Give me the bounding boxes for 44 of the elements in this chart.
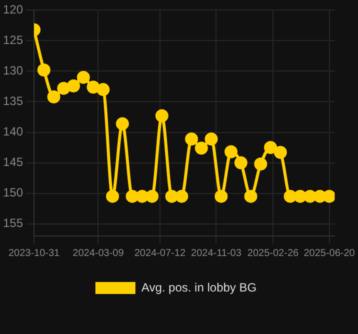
legend-label: Avg. pos. in lobby BG: [141, 280, 257, 294]
x-tick-label: 2025-06-20: [304, 248, 356, 259]
point: [224, 145, 238, 158]
point: [274, 146, 287, 159]
point: [76, 70, 90, 84]
point: [57, 82, 70, 95]
point: [106, 190, 120, 203]
x-tick-label: 2024-11-03: [191, 248, 242, 259]
point: [67, 79, 80, 92]
point: [322, 190, 335, 203]
point: [37, 64, 50, 77]
point: [214, 190, 228, 203]
point: [264, 141, 278, 154]
y-tick-label: 130: [2, 64, 24, 78]
point: [204, 132, 218, 146]
point: [294, 190, 307, 203]
point: [175, 190, 188, 203]
y-tick-label: 125: [2, 33, 24, 48]
point: [47, 90, 60, 104]
x-tick-label: 2023-10-31: [8, 248, 60, 259]
point: [116, 117, 129, 130]
y-tick-label: 140: [2, 124, 24, 139]
point: [155, 109, 168, 122]
x-tick-label: 2024-07-12: [134, 248, 186, 259]
point: [96, 83, 110, 96]
y-tick-label: 145: [2, 155, 24, 170]
x-tick-label: 2024-03-09: [72, 248, 124, 259]
point: [165, 190, 178, 203]
point: [146, 190, 159, 203]
x-tick-label: 2025-02-26: [247, 248, 300, 259]
point: [86, 80, 100, 94]
point: [126, 190, 139, 203]
point: [234, 156, 248, 170]
y-tick-label: 155: [2, 216, 24, 230]
point: [244, 190, 258, 203]
point: [284, 190, 297, 203]
y-tick-label: 135: [2, 94, 24, 108]
point: [194, 142, 208, 155]
y-tick-label: 150: [2, 186, 24, 200]
point: [304, 190, 317, 203]
point: [185, 132, 198, 146]
y-tick-label: 120: [2, 2, 24, 17]
point: [136, 190, 149, 203]
point: [254, 157, 268, 170]
